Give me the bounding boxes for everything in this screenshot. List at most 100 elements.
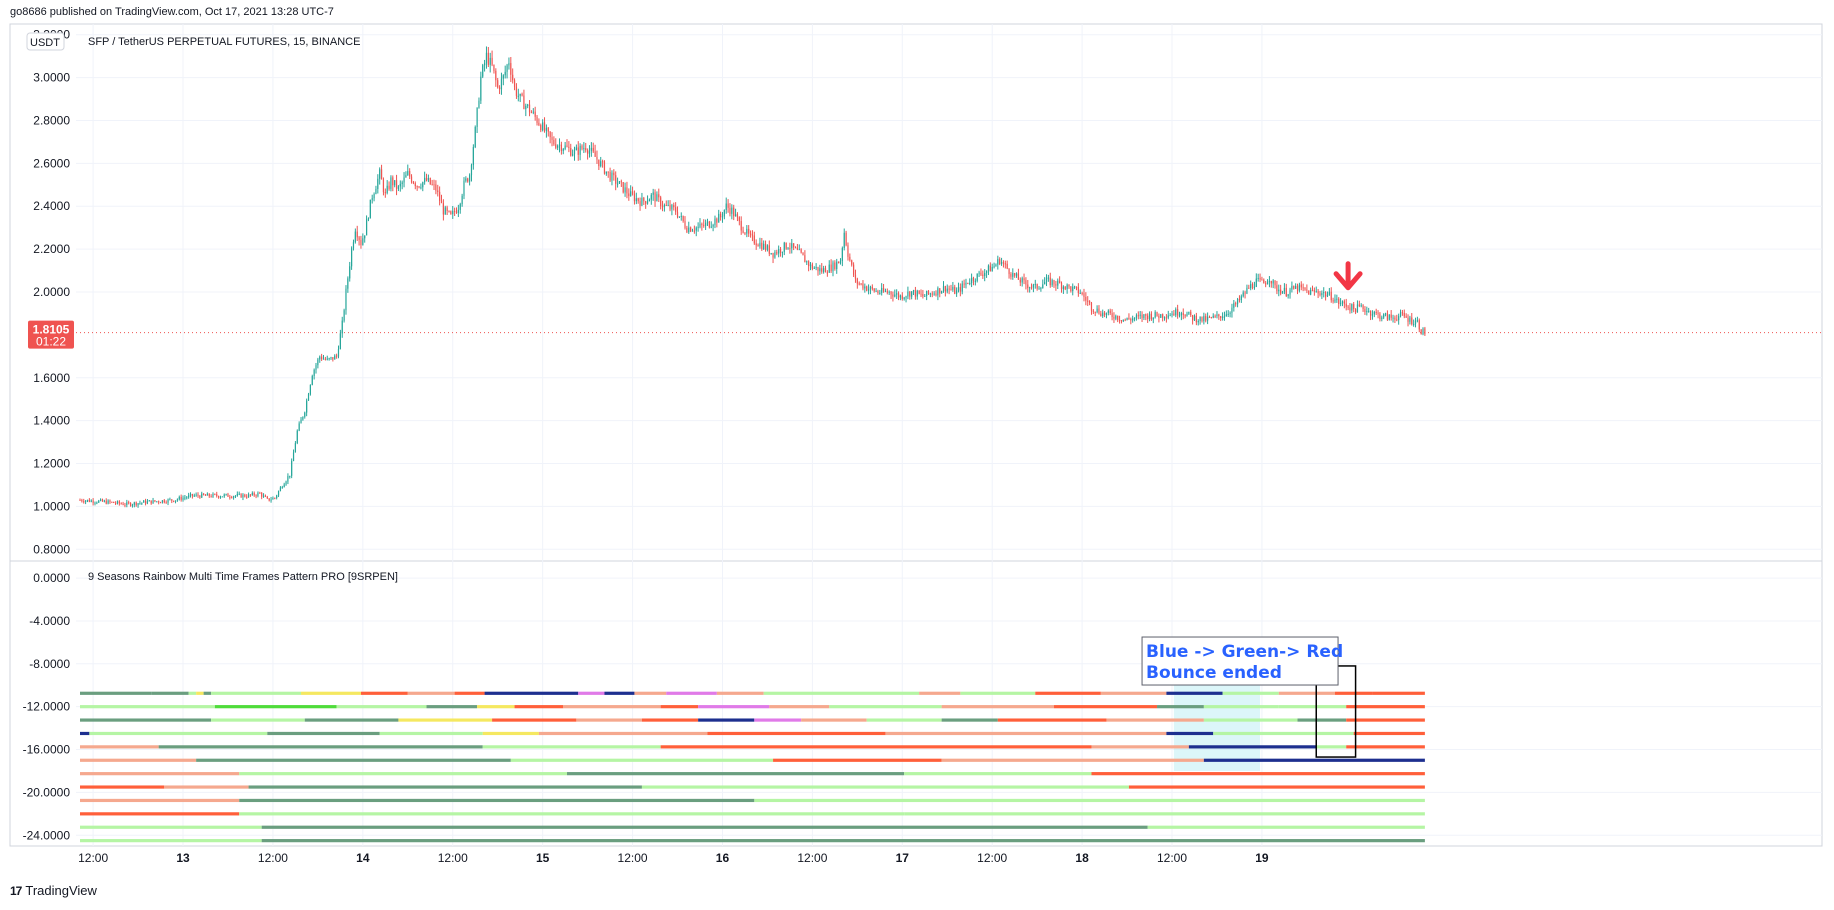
candle-body [510, 63, 512, 75]
heatmap-segment [1297, 718, 1347, 722]
candle-body [899, 295, 902, 298]
candle-body [201, 493, 203, 498]
candle-body [1214, 315, 1216, 317]
candle-body [1339, 303, 1342, 305]
candle-body [247, 494, 250, 498]
candle-body [105, 500, 107, 504]
candle-body [774, 252, 776, 258]
candle-body [379, 169, 381, 179]
candle-body [495, 70, 497, 81]
main-y-tick-label: 1.6000 [33, 371, 70, 385]
candle-body [1319, 293, 1321, 295]
candle-body [1285, 287, 1287, 297]
candle-body [815, 266, 817, 268]
candle-body [896, 293, 898, 295]
candle-body [937, 288, 939, 296]
candle-body [469, 175, 471, 182]
heatmap-segment [379, 731, 483, 736]
footer-brand[interactable]: 17 TradingView [10, 883, 97, 898]
candle-body [223, 494, 225, 497]
heatmap-segment [773, 758, 942, 762]
candle-body [611, 172, 613, 181]
candle-body [1105, 312, 1108, 315]
candle-body [264, 495, 267, 497]
heatmap-segment [80, 705, 215, 709]
candle-body [755, 243, 757, 246]
indicator-y-tick-label: -24.0000 [23, 828, 71, 842]
heatmap-segment [960, 691, 1036, 695]
candle-body [1137, 315, 1139, 317]
candle-body [208, 493, 210, 497]
candle-body [332, 357, 334, 360]
candle-body [776, 252, 778, 254]
candle-body [734, 214, 737, 217]
candle-body [124, 504, 126, 506]
candle-body [103, 500, 105, 502]
candle-body [695, 227, 697, 231]
candle-body [1062, 286, 1064, 290]
candle-body [199, 495, 201, 498]
candle-body [600, 161, 602, 167]
candle-body [701, 223, 703, 225]
candle-body [148, 500, 150, 502]
candle-body [1218, 314, 1220, 317]
candle-body [1220, 316, 1222, 319]
candle-body [1055, 284, 1057, 286]
candle-body [560, 144, 562, 151]
candle-body [1259, 277, 1261, 280]
indicator-y-tick-label: -12.0000 [23, 700, 71, 714]
heatmap-segment [188, 691, 197, 695]
candle-body [675, 207, 677, 212]
candle-body [892, 294, 894, 297]
candle-body [1057, 280, 1059, 286]
heatmap-segment [754, 718, 802, 722]
heatmap-segment [716, 691, 764, 695]
candle-body [802, 252, 804, 256]
heatmap-segment [239, 798, 755, 803]
candle-body [646, 201, 649, 204]
candle-body [830, 264, 832, 272]
candle-body [1034, 284, 1036, 286]
candle-body [1368, 310, 1370, 312]
candle-body [1014, 273, 1016, 276]
candle-body [956, 290, 958, 294]
candle-body [558, 144, 561, 146]
candle-body [1049, 277, 1051, 286]
heatmap-segment [1166, 691, 1223, 695]
candle-body [498, 87, 501, 90]
candle-body [300, 419, 302, 424]
candle-body [594, 151, 596, 157]
candle-body [1401, 312, 1404, 314]
indicator-title: 9 Seasons Rainbow Multi Time Frames Patt… [88, 571, 398, 583]
candle-body [536, 116, 538, 123]
candle-body [907, 291, 909, 297]
candle-body [232, 496, 235, 498]
main-y-tick-label: 0.8000 [33, 542, 70, 556]
candle-body [757, 245, 759, 247]
candle-body [1030, 287, 1033, 289]
annotation-box [1141, 636, 1339, 686]
candle-body [1090, 302, 1093, 311]
legend-layer: USDT SFP / TetherUS PERPETUAL FUTURES, 15… [26, 32, 398, 583]
candle-body [922, 294, 924, 297]
heatmap-segment [158, 745, 483, 749]
candle-body [911, 291, 913, 297]
candle-body [100, 499, 102, 501]
candle-body [1154, 312, 1156, 318]
candle-body [1291, 286, 1293, 290]
heatmap-segment [1106, 718, 1204, 722]
candle-body [839, 260, 842, 264]
candle-body [519, 93, 521, 96]
heatmap-segment [904, 812, 1425, 816]
candle-body [577, 147, 579, 155]
candle-body [1255, 278, 1257, 287]
candle-body [289, 475, 291, 477]
candle-body [1100, 313, 1102, 317]
candle-body [824, 268, 827, 273]
candle-body [336, 355, 338, 357]
heatmap-segment [1035, 691, 1101, 695]
candle-body [590, 147, 592, 151]
candle-body [978, 272, 980, 274]
candle-body [1103, 312, 1106, 315]
